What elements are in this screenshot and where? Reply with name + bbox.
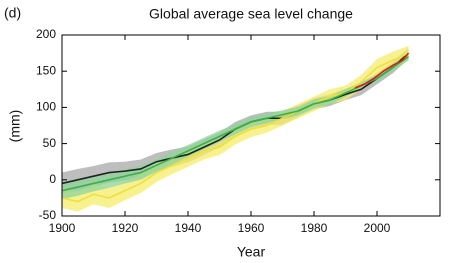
y-tick-label: 200 (36, 27, 56, 41)
x-tick-label: 2000 (364, 221, 391, 235)
y-tick-label: 50 (43, 136, 57, 150)
y-axis-label: (mm) (7, 110, 23, 143)
x-tick-label: 1940 (175, 221, 202, 235)
x-tick-label: 1980 (301, 221, 328, 235)
y-tick-label: 0 (49, 172, 56, 186)
y-tick-label: -50 (39, 208, 57, 222)
x-tick-label: 1960 (238, 221, 265, 235)
series-line (61, 56, 409, 192)
panel-label: (d) (4, 5, 21, 21)
uncertainty-band (62, 53, 409, 200)
uncertainty-band (62, 47, 409, 195)
series-line (61, 52, 409, 203)
y-tick-label: 150 (36, 63, 56, 77)
chart-title: Global average sea level change (149, 6, 353, 22)
x-tick-label: 1920 (112, 221, 139, 235)
x-tick-label: 1900 (49, 221, 76, 235)
y-tick-label: 100 (36, 100, 56, 114)
series-line (354, 52, 410, 89)
x-axis-label: Year (237, 244, 266, 260)
